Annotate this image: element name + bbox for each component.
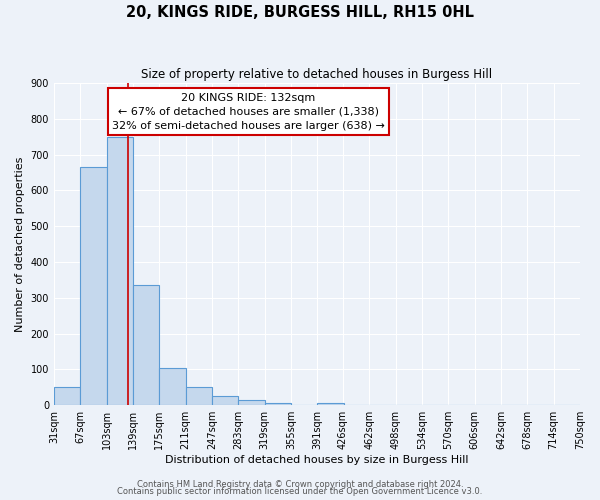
Title: Size of property relative to detached houses in Burgess Hill: Size of property relative to detached ho… [142,68,493,80]
Bar [265,404,291,405]
Text: 20 KINGS RIDE: 132sqm
← 67% of detached houses are smaller (1,338)
32% of semi-d: 20 KINGS RIDE: 132sqm ← 67% of detached … [112,92,385,130]
Bar [159,368,185,405]
X-axis label: Distribution of detached houses by size in Burgess Hill: Distribution of detached houses by size … [165,455,469,465]
Bar [238,400,265,405]
Bar [107,136,133,405]
Text: 20, KINGS RIDE, BURGESS HILL, RH15 0HL: 20, KINGS RIDE, BURGESS HILL, RH15 0HL [126,5,474,20]
Bar [80,167,107,405]
Bar [185,388,212,405]
Text: Contains public sector information licensed under the Open Government Licence v3: Contains public sector information licen… [118,487,482,496]
Bar [317,404,344,405]
Bar [54,388,80,405]
Bar [212,396,238,405]
Text: Contains HM Land Registry data © Crown copyright and database right 2024.: Contains HM Land Registry data © Crown c… [137,480,463,489]
Y-axis label: Number of detached properties: Number of detached properties [15,156,25,332]
Bar [133,286,159,405]
